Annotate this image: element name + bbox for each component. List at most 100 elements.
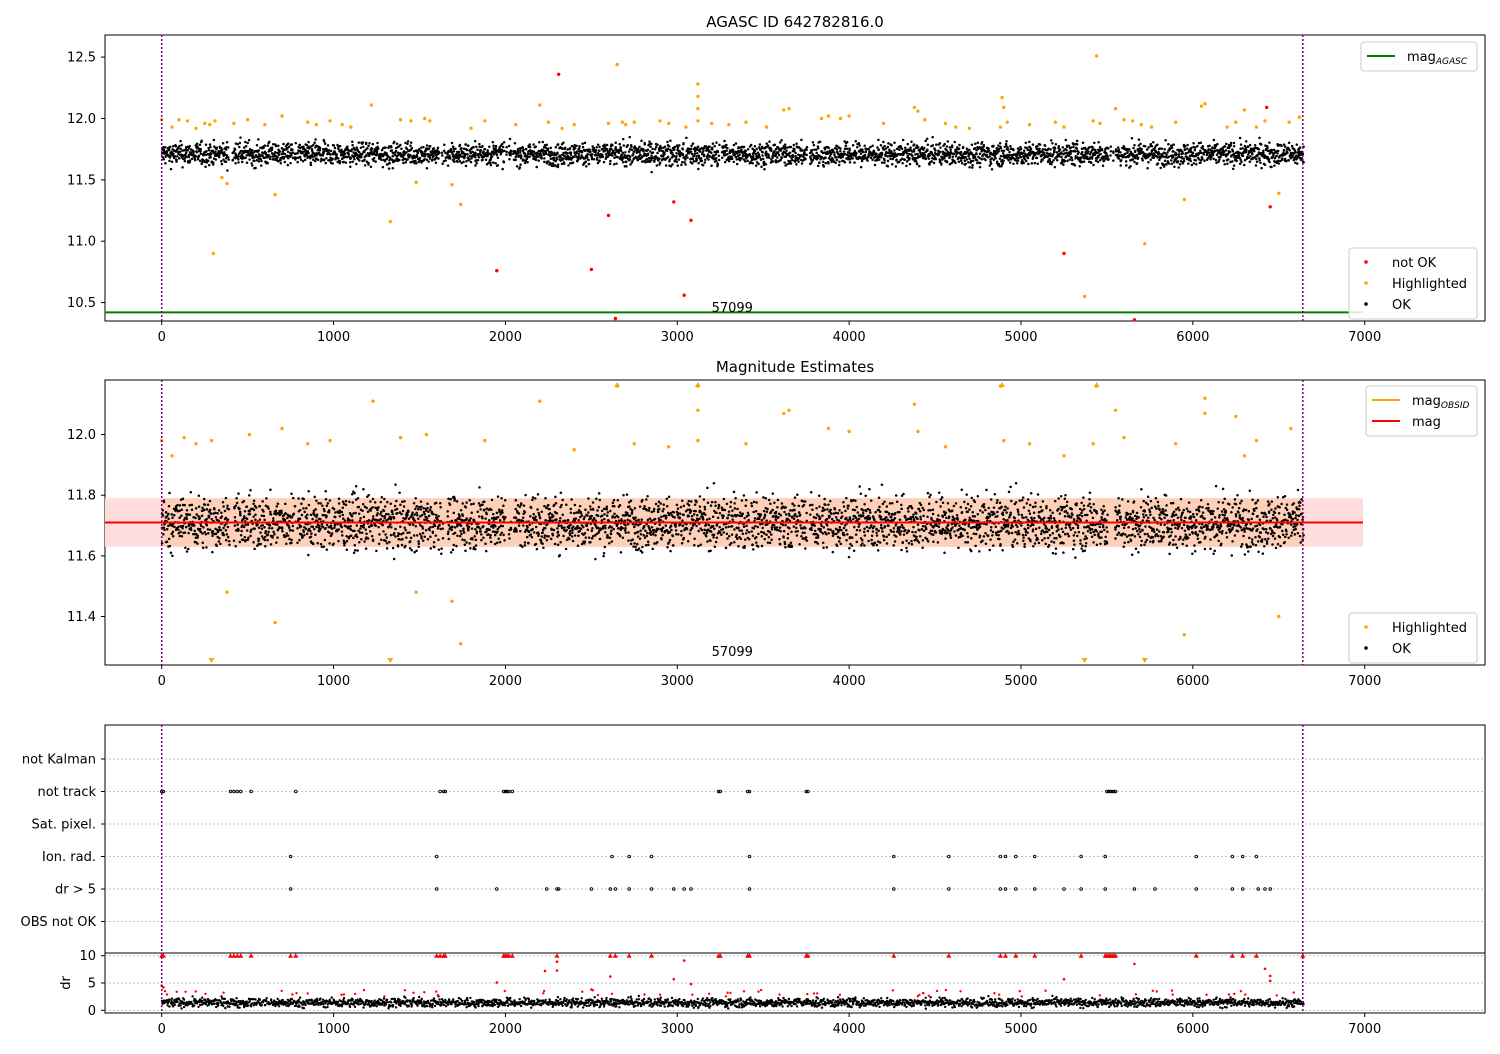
estimates-ok-point [249,535,252,538]
agasc-ok-point [938,153,941,156]
estimates-ok-point [414,508,417,511]
agasc-ok-point [763,161,766,164]
agasc-ok-point [210,153,213,156]
agasc-ok-point [708,145,711,148]
estimates-ok-point [396,508,399,511]
agasc-ok-point [1233,164,1236,167]
estimates-ok-point [264,536,267,539]
estimates-ok-point [376,512,379,515]
agasc-ok-point [1270,166,1273,169]
agasc-ok-point [1027,157,1030,160]
estimates-ok-point [414,497,417,500]
agasc-ok-point [207,159,210,162]
agasc-ok-point [924,140,927,143]
estimates-ok-point [307,490,310,493]
agasc-ok-point [1136,162,1139,165]
estimates-ok-point [410,537,413,540]
agasc-ok-point [704,158,707,161]
agasc-ok-point [543,154,546,157]
estimates-ok-point [209,500,212,503]
agasc-ok-point [767,144,770,147]
agasc-ok-point [812,141,815,144]
estimates-ok-point [389,523,392,526]
agasc-ok-point [542,141,545,144]
agasc-ok-point [278,153,281,156]
estimates-ok-point [358,541,361,544]
estimates-ok-point [264,539,267,542]
agasc-highlighted-point [999,125,1002,128]
agasc-ok-point [248,158,251,161]
agasc-ok-point [1131,137,1134,140]
agasc-ok-point [519,151,522,154]
agasc-ok-point [862,151,865,154]
agasc-ok-point [913,143,916,146]
agasc-ok-point [248,139,251,142]
estimates-ok-point [204,504,207,507]
agasc-ok-point [406,143,409,146]
agasc-ok-point [710,165,713,168]
agasc-ok-point [675,155,678,158]
estimates-ok-point [224,524,227,527]
agasc-ok-point [275,145,278,148]
agasc-ok-point [659,161,662,164]
agasc-ok-point [365,154,368,157]
agasc-ok-point [882,141,885,144]
agasc-ok-point [194,157,197,160]
agasc-ok-point [377,147,380,150]
estimates-ok-point [239,511,242,514]
agasc-ok-point [1003,150,1006,153]
agasc-ok-point [596,158,599,161]
agasc-ok-point [871,158,874,161]
agasc-ok-point [1001,163,1004,166]
estimates-ok-point [418,506,421,509]
agasc-ok-point [370,150,373,153]
estimates-ok-point [259,531,262,534]
agasc-ok-point [1022,162,1024,165]
agasc-ok-point [895,165,898,168]
agasc-ok-point [1233,142,1236,145]
estimates-ok-point [182,497,185,500]
agasc-ok-point [1157,162,1160,165]
agasc-ok-point [658,157,661,160]
agasc-ok-point [855,152,858,155]
agasc-ok-point [258,149,261,152]
agasc-ok-point [931,136,934,139]
agasc-ok-point [402,162,405,165]
agasc-ok-point [960,160,963,163]
estimates-ok-point [430,547,433,550]
agasc-ok-point [1258,148,1261,151]
agasc-ok-point [660,147,663,150]
estimates-ok-point [167,513,170,516]
agasc-ok-point [361,153,364,156]
agasc-ok-point [1049,148,1052,151]
agasc-ok-point [1107,147,1110,150]
estimates-ok-point [312,512,315,515]
agasc-ok-point [868,148,871,151]
agasc-not-ok-point [557,73,560,76]
estimates-ok-point [388,525,391,528]
agasc-ok-point [492,161,495,164]
agasc-ok-point [175,145,178,148]
agasc-ok-point [1070,146,1073,149]
agasc-ok-point [299,156,302,159]
agasc-ok-point [223,151,226,154]
estimates-ok-point [179,504,182,507]
agasc-ok-point [1076,143,1079,146]
estimates-ok-point [272,517,275,520]
estimates-ok-point [346,540,349,543]
agasc-ok-point [1059,148,1062,151]
estimates-ok-point [392,547,395,550]
agasc-ok-point [310,164,313,167]
estimates-ok-point [398,538,401,541]
estimates-ok-point [292,497,295,500]
agasc-ok-point [1189,157,1192,160]
agasc-ok-point [417,152,420,155]
estimates-ok-point [381,524,384,527]
agasc-ok-point [884,154,887,157]
agasc-ok-point [1251,152,1254,155]
agasc-ok-point [745,149,748,152]
agasc-ok-point [1060,156,1063,159]
estimates-ok-point [268,527,271,530]
agasc-ok-point [896,148,899,151]
agasc-ok-point [1202,145,1205,148]
